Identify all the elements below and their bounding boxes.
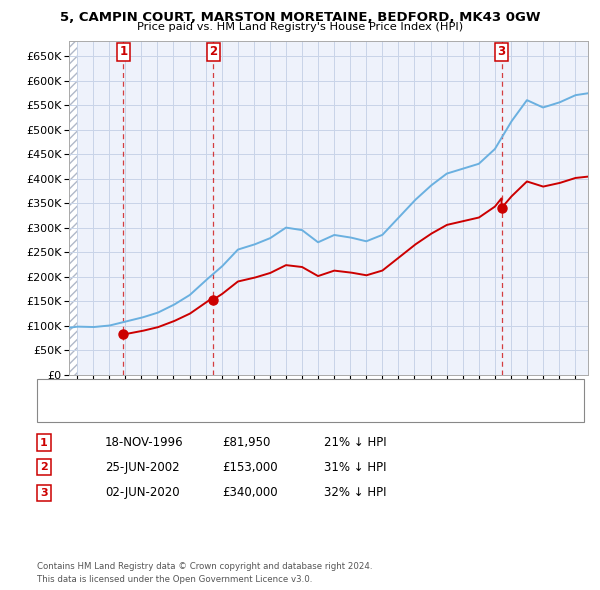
Text: 2: 2 (40, 463, 47, 472)
Text: ────: ──── (44, 405, 68, 415)
Text: HPI: Average price, detached house, Central Bedfordshire: HPI: Average price, detached house, Cent… (78, 405, 379, 415)
Text: 21% ↓ HPI: 21% ↓ HPI (324, 436, 386, 449)
Text: 1: 1 (40, 438, 47, 447)
Text: This data is licensed under the Open Government Licence v3.0.: This data is licensed under the Open Gov… (37, 575, 313, 584)
Text: Price paid vs. HM Land Registry's House Price Index (HPI): Price paid vs. HM Land Registry's House … (137, 22, 463, 32)
Text: 18-NOV-1996: 18-NOV-1996 (105, 436, 184, 449)
Text: ────: ──── (44, 386, 68, 396)
Text: 02-JUN-2020: 02-JUN-2020 (105, 486, 179, 499)
Text: 3: 3 (497, 45, 506, 58)
Text: £340,000: £340,000 (222, 486, 278, 499)
Text: 5, CAMPIN COURT, MARSTON MORETAINE, BEDFORD, MK43 0GW: 5, CAMPIN COURT, MARSTON MORETAINE, BEDF… (60, 11, 540, 24)
Text: 31% ↓ HPI: 31% ↓ HPI (324, 461, 386, 474)
Text: 25-JUN-2002: 25-JUN-2002 (105, 461, 179, 474)
Text: Contains HM Land Registry data © Crown copyright and database right 2024.: Contains HM Land Registry data © Crown c… (37, 562, 373, 571)
Text: 2: 2 (209, 45, 217, 58)
Text: 1: 1 (119, 45, 128, 58)
Text: 3: 3 (40, 488, 47, 497)
Text: £153,000: £153,000 (222, 461, 278, 474)
Text: 5, CAMPIN COURT, MARSTON MORETAINE, BEDFORD, MK43 0GW (detached house): 5, CAMPIN COURT, MARSTON MORETAINE, BEDF… (78, 386, 509, 396)
Text: £81,950: £81,950 (222, 436, 271, 449)
Text: 32% ↓ HPI: 32% ↓ HPI (324, 486, 386, 499)
